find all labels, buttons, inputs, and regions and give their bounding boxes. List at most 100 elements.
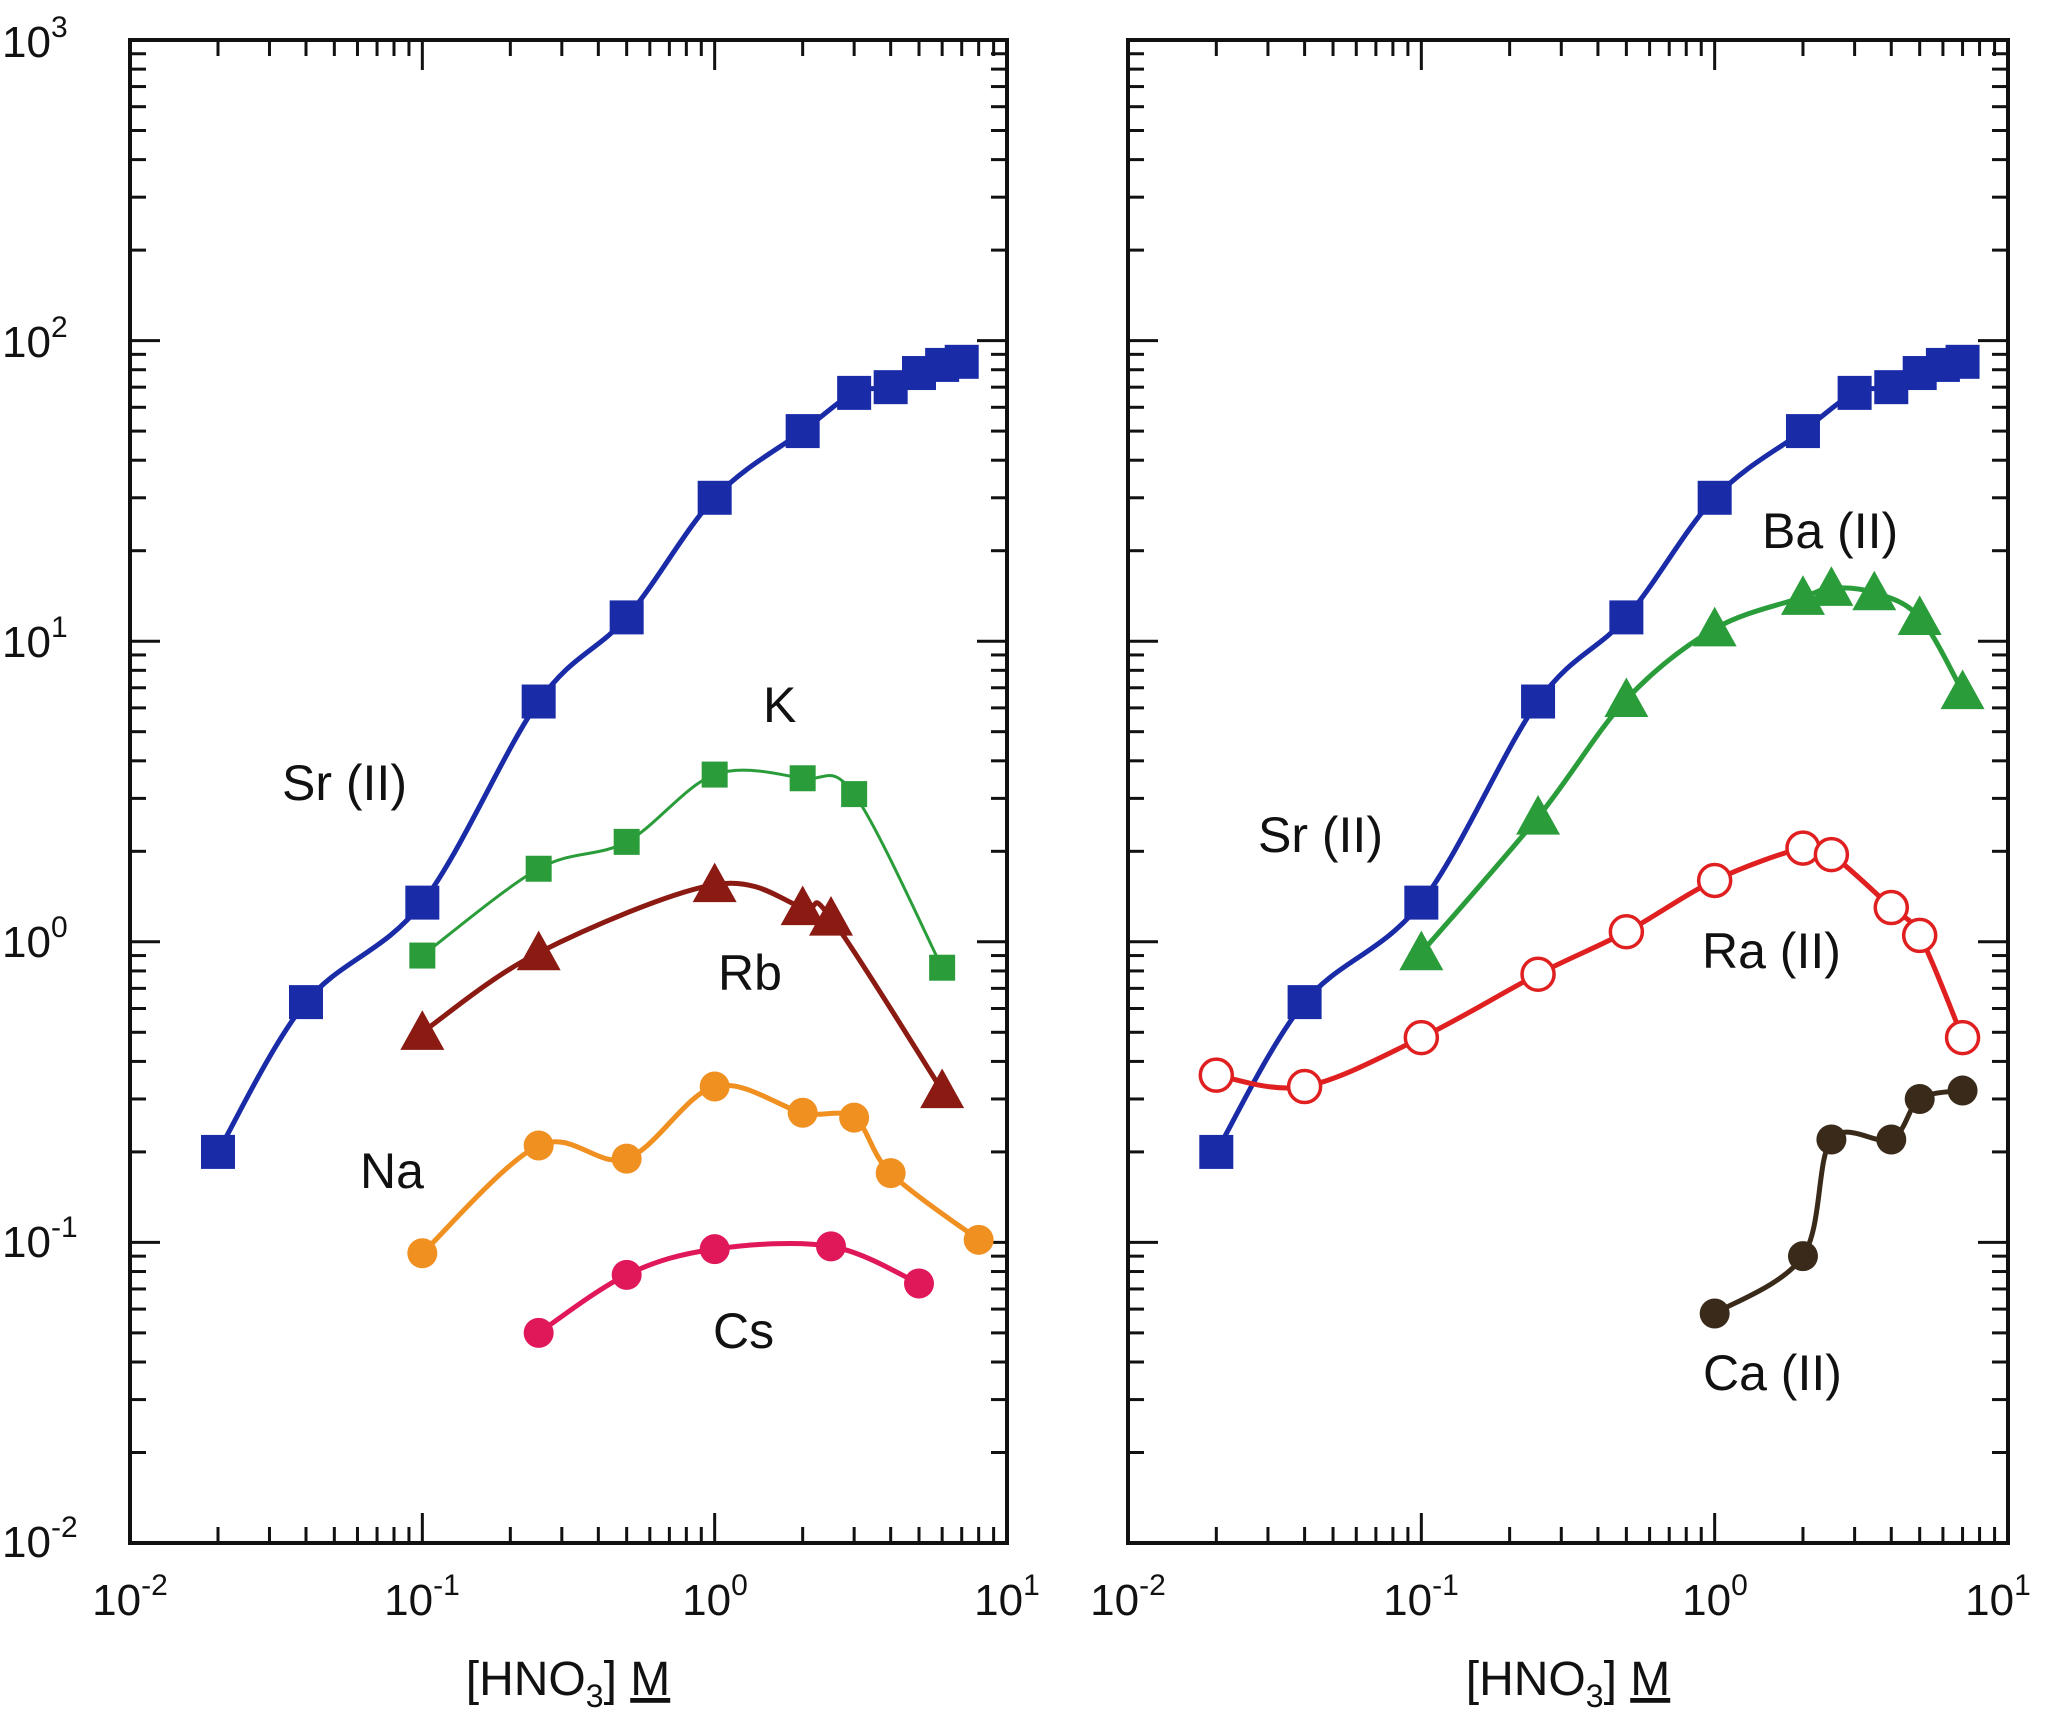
right-point-srii	[1404, 885, 1439, 920]
left-point-srii	[405, 885, 440, 920]
left-point-na	[523, 1130, 554, 1161]
left-point-srii	[609, 600, 644, 635]
left-data-points	[201, 344, 994, 1348]
x-tick-label: 100	[1682, 1569, 1748, 1625]
right-point-baii	[1516, 795, 1561, 835]
left-plot-frame	[128, 38, 1009, 1545]
series-label-sr: Sr (II)	[282, 755, 407, 811]
left-point-rb	[516, 930, 561, 971]
x-axis-title: [HNO3] M	[466, 1653, 670, 1714]
left-point-rb	[780, 885, 825, 926]
right-point-raii	[1520, 956, 1556, 992]
left-point-cs	[815, 1231, 846, 1262]
right-point-raii	[1198, 1057, 1235, 1093]
left-point-rb	[400, 1010, 445, 1050]
y-tick-label: 103	[2, 11, 68, 67]
right-fit-line-2	[1215, 843, 1965, 1091]
series-label-ra: Ra (II)	[1702, 923, 1841, 979]
right-point-raii	[1403, 1019, 1440, 1056]
left-point-na	[407, 1238, 438, 1269]
right-point-raii	[1696, 862, 1733, 899]
left-point-srii	[697, 480, 732, 515]
left-point-k	[409, 942, 436, 969]
x-tick-label: 10-2	[1090, 1569, 1166, 1625]
right-plot-frame	[1126, 38, 2010, 1545]
x-tick-label: 10-1	[384, 1569, 460, 1625]
left-point-na	[839, 1102, 870, 1133]
right-data-points	[1198, 344, 1985, 1329]
left-fit-line-2	[420, 880, 945, 1092]
left-point-srii	[944, 344, 979, 379]
right-point-srii	[1785, 414, 1820, 449]
left-point-srii	[837, 375, 872, 410]
series-label-cs: Cs	[713, 1303, 774, 1359]
right-point-srii	[1609, 600, 1644, 635]
left-point-rb	[920, 1068, 965, 1109]
series-label-k: K	[763, 677, 796, 733]
right-point-srii	[1287, 985, 1322, 1020]
right-point-raii	[1785, 830, 1821, 866]
right-point-srii	[1874, 370, 1909, 405]
left-panel: 10-2 10-1 100 101 102 103 10-2 10-1 100 …	[2, 11, 1040, 1714]
left-point-na	[875, 1158, 906, 1189]
right-point-raii	[1873, 889, 1910, 926]
left-point-rb	[808, 895, 853, 936]
series-label-ba: Ba (II)	[1762, 503, 1898, 559]
left-point-k	[841, 781, 868, 808]
y-tick-label: 10-2	[2, 1511, 78, 1567]
y-tick-label: 102	[2, 311, 68, 367]
left-point-srii	[289, 985, 324, 1020]
right-point-srii	[1945, 344, 1980, 379]
right-fit-line-0	[1214, 359, 1963, 1154]
right-point-srii	[1697, 480, 1732, 515]
x-tick-label: 100	[682, 1569, 748, 1625]
left-point-na	[611, 1143, 642, 1174]
left-point-srii	[521, 684, 556, 719]
right-point-baii	[1692, 606, 1737, 647]
series-label-ca: Ca (II)	[1703, 1345, 1842, 1401]
left-fit-curves	[215, 359, 981, 1335]
right-panel: 10-2 10-1 100 101 [HNO3] M Sr (II) Ba (I…	[1090, 38, 2031, 1714]
right-point-srii	[1521, 684, 1556, 719]
right-point-caii	[1787, 1241, 1818, 1272]
right-point-baii	[1604, 677, 1649, 718]
left-point-rb	[692, 862, 737, 903]
right-point-caii	[1699, 1298, 1730, 1329]
right-point-raii	[1286, 1068, 1323, 1105]
left-point-k	[613, 828, 640, 855]
right-point-srii	[1837, 375, 1872, 410]
right-point-raii	[1901, 917, 1938, 954]
x-tick-label: 101	[974, 1569, 1040, 1625]
left-point-k	[789, 765, 816, 792]
right-point-raii	[1608, 914, 1645, 950]
left-point-na	[963, 1224, 994, 1255]
x-axis-title: [HNO3] M	[1466, 1653, 1670, 1714]
y-tick-label: 10-1	[2, 1211, 78, 1267]
right-point-caii	[1876, 1124, 1907, 1155]
left-point-cs	[611, 1259, 642, 1290]
right-point-baii	[1940, 669, 1985, 710]
left-point-k	[929, 954, 956, 981]
left-point-na	[699, 1071, 730, 1102]
left-point-srii	[201, 1134, 236, 1169]
right-point-srii	[1199, 1134, 1234, 1169]
x-tick-label: 101	[1965, 1569, 2031, 1625]
right-point-baii	[1399, 930, 1444, 971]
left-point-cs	[903, 1268, 934, 1299]
right-point-caii	[1816, 1124, 1847, 1155]
right-point-caii	[1947, 1075, 1978, 1106]
left-axis-ticks	[128, 40, 1007, 1545]
y-tick-label: 101	[2, 611, 68, 667]
right-point-raii	[1944, 1019, 1981, 1056]
right-point-baii	[1897, 595, 1942, 635]
left-point-cs	[699, 1234, 730, 1265]
right-point-raii	[1813, 836, 1850, 873]
y-tick-label: 100	[2, 911, 68, 967]
x-tick-label: 10-1	[1383, 1569, 1459, 1625]
right-fit-line-3	[1713, 1088, 1964, 1316]
left-point-srii	[785, 414, 820, 449]
left-point-cs	[523, 1317, 554, 1348]
left-point-na	[787, 1097, 818, 1128]
left-point-k	[701, 761, 728, 788]
